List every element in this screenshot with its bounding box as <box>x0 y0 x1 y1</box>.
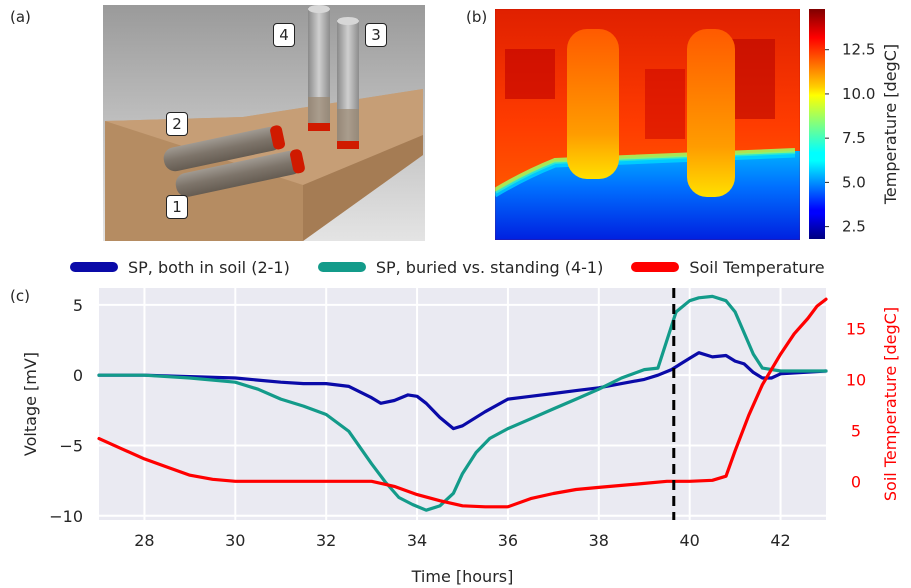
callout-2: 2 <box>166 112 188 136</box>
series-sp-both-in-soil <box>97 351 828 431</box>
legend-swatch-sp-buried <box>317 262 366 272</box>
panel-label-b: (b) <box>466 8 488 26</box>
colorbar-ticks: 2.5 5.0 7.5 10.0 12.5 <box>825 41 875 236</box>
y2-tick-label: 15 <box>846 320 866 339</box>
panel-c-chart: 28 30 32 34 36 38 40 42 5 0 −5 −10 15 10 5 0 Time [ho… <box>21 288 900 586</box>
x-tick-label: 28 <box>134 531 154 550</box>
y-tick-label: 0 <box>73 366 83 385</box>
x-tick-label: 34 <box>407 531 427 550</box>
grid <box>99 288 826 520</box>
y-axis-label: Voltage [mV] <box>21 352 40 456</box>
y2-ticks: 15 10 5 0 <box>846 320 866 492</box>
callout-4: 4 <box>273 23 295 47</box>
legend-label-sp-both: SP, both in soil (2-1) <box>128 257 290 277</box>
series <box>97 294 828 512</box>
colorbar-tick-label: 2.5 <box>842 218 866 236</box>
x-tick-label: 30 <box>225 531 245 550</box>
panel-label-c: (c) <box>10 287 30 305</box>
legend-item-sp-both: SP, both in soil (2-1) <box>70 258 290 277</box>
panel-b-thermal-image <box>495 9 800 240</box>
soil-block-side <box>303 135 423 241</box>
colorbar-label: Temperature [degC] <box>881 44 900 205</box>
y2-tick-label: 10 <box>846 371 866 390</box>
x-tick-label: 42 <box>770 531 790 550</box>
legend-label-soil-temp: Soil Temperature <box>689 257 825 277</box>
y-tick-label: 5 <box>73 296 83 315</box>
x-axis-label: Time [hours] <box>411 567 514 586</box>
colorbar-gradient <box>809 9 825 239</box>
legend: SP, both in soil (2-1) SP, buried vs. st… <box>70 255 853 279</box>
y2-tick-label: 0 <box>851 472 861 491</box>
y-tick-label: −10 <box>49 507 83 526</box>
x-tick-label: 36 <box>498 531 518 550</box>
plot-area <box>99 288 826 520</box>
x-ticks: 28 30 32 34 36 38 40 42 <box>134 531 790 550</box>
thermal-electrode-left <box>567 29 619 179</box>
x-tick-label: 32 <box>316 531 336 550</box>
y2-tick-label: 5 <box>851 421 861 440</box>
callout-3: 3 <box>365 23 387 47</box>
legend-item-sp-buried: SP, buried vs. standing (4-1) <box>317 257 604 277</box>
thermal-electrode-right <box>687 29 735 197</box>
electrode-2 <box>163 125 286 172</box>
legend-swatch-soil-temp <box>631 262 680 272</box>
legend-item-soil-temp: Soil Temperature <box>631 257 825 277</box>
x-tick-label: 40 <box>680 531 700 550</box>
series-soil-temperature <box>97 297 828 509</box>
callout-1: 1 <box>166 195 188 219</box>
colorbar: 2.5 5.0 7.5 10.0 12.5 Temperature [degC] <box>809 9 900 239</box>
legend-swatch-sp-both <box>70 262 118 272</box>
series-sp-buried-vs-standing <box>97 294 828 512</box>
colorbar-tick-label: 12.5 <box>842 41 875 59</box>
colorbar-tick-label: 10.0 <box>842 85 875 103</box>
x-tick-label: 38 <box>589 531 609 550</box>
legend-label-sp-buried: SP, buried vs. standing (4-1) <box>375 257 604 277</box>
panel-label-a: (a) <box>10 8 31 26</box>
electrode-1 <box>175 149 305 197</box>
y-ticks: 5 0 −5 −10 <box>49 296 83 526</box>
colorbar-tick-label: 5.0 <box>842 173 866 191</box>
colorbar-tick-label: 7.5 <box>842 129 866 147</box>
y2-axis-label: Soil Temperature [degC] <box>881 307 900 501</box>
y-tick-label: −5 <box>59 436 83 455</box>
